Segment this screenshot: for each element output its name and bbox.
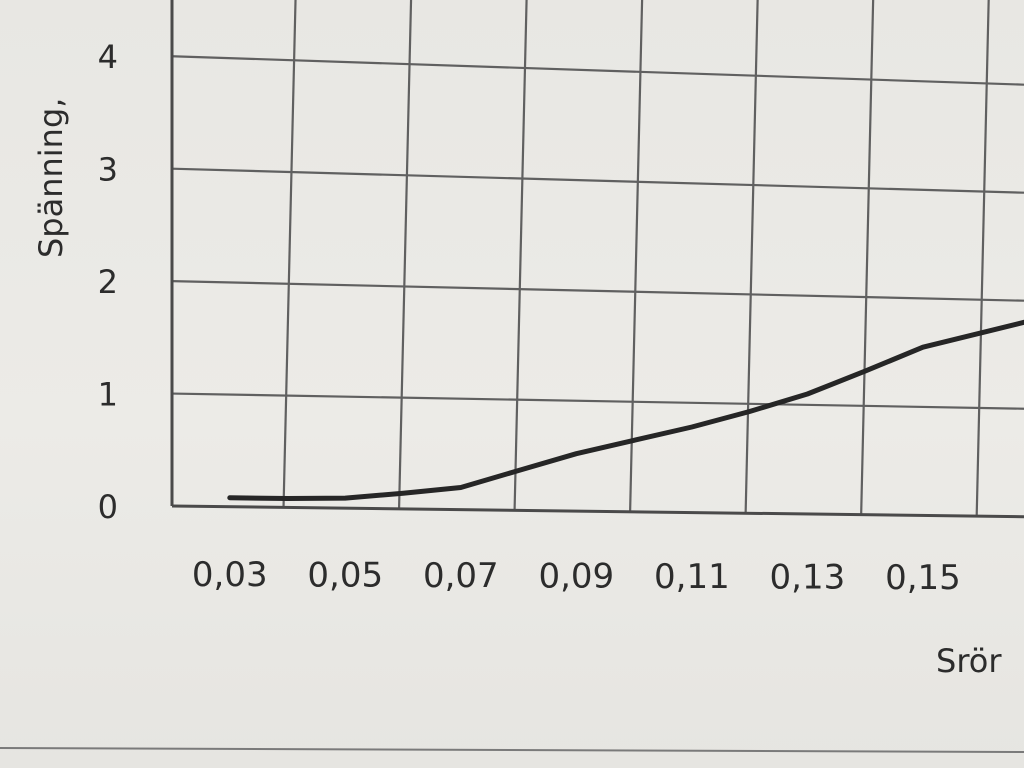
y-axis-title: Spänning, [32, 98, 70, 258]
x-tick-label: 0,05 [307, 556, 383, 596]
chart-ticks: 0 1 2 3 4 0,03 0,05 0,07 0,09 0,11 0,13 0,15 [98, 38, 961, 598]
x-axis-title: Srör [936, 642, 1002, 680]
x-gridline [513, 0, 528, 511]
x-tick-label: 0,11 [654, 557, 730, 597]
y-gridline [171, 280, 1024, 302]
x-tick-label: 0,13 [770, 558, 846, 598]
x-gridline [860, 0, 875, 515]
y-gridline [171, 167, 1024, 194]
y-tick-label: 4 [98, 38, 118, 76]
x-axis-line [171, 504, 1024, 519]
y-tick-label: 1 [98, 376, 118, 414]
x-gridline [629, 0, 644, 512]
x-tick-label: 0,15 [885, 558, 961, 598]
x-tick-label: 0,09 [538, 557, 614, 597]
x-tick-label: 0,07 [423, 556, 499, 596]
series-line [227, 319, 1024, 501]
chart-axes [170, 0, 1024, 519]
x-gridline [975, 0, 990, 517]
y-tick-label: 2 [98, 263, 118, 301]
x-gridline [282, 0, 297, 508]
x-tick-label: 0,03 [192, 555, 268, 595]
chart-grid [171, 0, 1024, 517]
y-tick-label: 3 [98, 151, 118, 189]
chart-titles: Spänning, Srör [32, 98, 1002, 680]
chart-series [227, 319, 1024, 501]
x-gridline [397, 0, 413, 509]
x-gridline [744, 0, 759, 514]
page-bottom-rule [0, 747, 1024, 753]
y-gridline [171, 55, 1024, 86]
y-gridline [171, 392, 1024, 410]
y-tick-label: 0 [98, 488, 118, 526]
